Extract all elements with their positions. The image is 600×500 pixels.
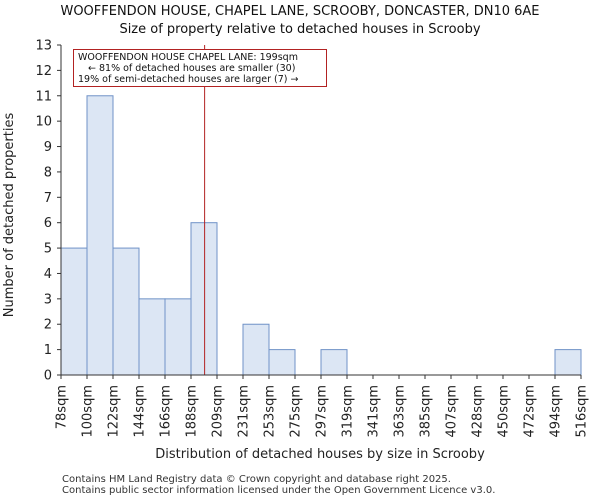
x-tick-label-450sqm: 450sqm [497,385,512,438]
y-tick-label-4: 4 [44,267,52,282]
bar-100sqm [86,95,114,376]
footer-line2: Contains public sector information licen… [62,485,496,496]
x-tick-label-231sqm: 231sqm [237,385,252,438]
bar-297sqm [320,349,348,376]
bar-144sqm [138,298,166,376]
bar-231sqm [242,323,270,376]
bar-188sqm [190,222,218,376]
x-tick-label-275sqm: 275sqm [289,385,304,438]
bar-78sqm [60,247,88,376]
y-tick-label-5: 5 [44,242,52,257]
chart-title-line2: Size of property relative to detached ho… [119,22,481,37]
annotation-line-property: WOOFFENDON HOUSE CHAPEL LANE: 199sqm [78,52,298,63]
x-tick-label-385sqm: 385sqm [419,385,434,438]
bar-122sqm [112,247,140,376]
x-tick-label-407sqm: 407sqm [445,385,460,438]
x-tick-label-209sqm: 209sqm [211,385,226,438]
x-tick-label-144sqm: 144sqm [133,385,148,438]
chart-title-line1: WOOFFENDON HOUSE, CHAPEL LANE, SCROOBY, … [60,4,540,19]
x-tick-label-428sqm: 428sqm [471,385,486,438]
x-tick-label-297sqm: 297sqm [315,385,330,438]
y-tick-label-0: 0 [44,369,52,384]
x-tick-label-363sqm: 363sqm [393,385,408,438]
bar-494sqm [554,349,582,376]
x-tick-label-78sqm: 78sqm [55,385,70,429]
y-tick-label-2: 2 [44,318,52,333]
x-tick-label-166sqm: 166sqm [159,385,174,438]
y-tick-label-6: 6 [44,216,52,231]
y-tick-label-3: 3 [44,292,52,307]
footer-line1: Contains HM Land Registry data © Crown c… [62,474,451,485]
bar-166sqm [164,298,192,376]
x-tick-label-100sqm: 100sqm [81,385,96,438]
x-tick-label-516sqm: 516sqm [575,385,590,438]
y-axis-label: Number of detached properties [2,113,17,318]
y-tick-label-1: 1 [44,343,52,358]
annotation-line-smaller: ← 81% of detached houses are smaller (30… [88,63,296,74]
bar-253sqm [268,349,296,376]
x-tick-label-494sqm: 494sqm [549,385,564,438]
x-tick-label-253sqm: 253sqm [263,385,278,438]
x-tick-label-472sqm: 472sqm [523,385,538,438]
y-tick-label-12: 12 [35,64,52,79]
y-tick-label-13: 13 [35,39,52,54]
y-tick-label-10: 10 [35,115,52,130]
y-tick-label-9: 9 [44,140,52,155]
y-tick-label-11: 11 [35,89,52,104]
x-axis-label: Distribution of detached houses by size … [155,447,485,462]
annotation-line-larger: 19% of semi-detached houses are larger (… [78,74,299,85]
x-tick-label-319sqm: 319sqm [341,385,356,438]
property-annotation-box: WOOFFENDON HOUSE CHAPEL LANE: 199sqm ← 8… [73,49,327,87]
x-tick-label-341sqm: 341sqm [367,385,382,438]
x-tick-label-122sqm: 122sqm [107,385,122,438]
x-tick-label-188sqm: 188sqm [185,385,200,438]
y-tick-label-7: 7 [44,191,52,206]
y-tick-label-8: 8 [44,165,52,180]
